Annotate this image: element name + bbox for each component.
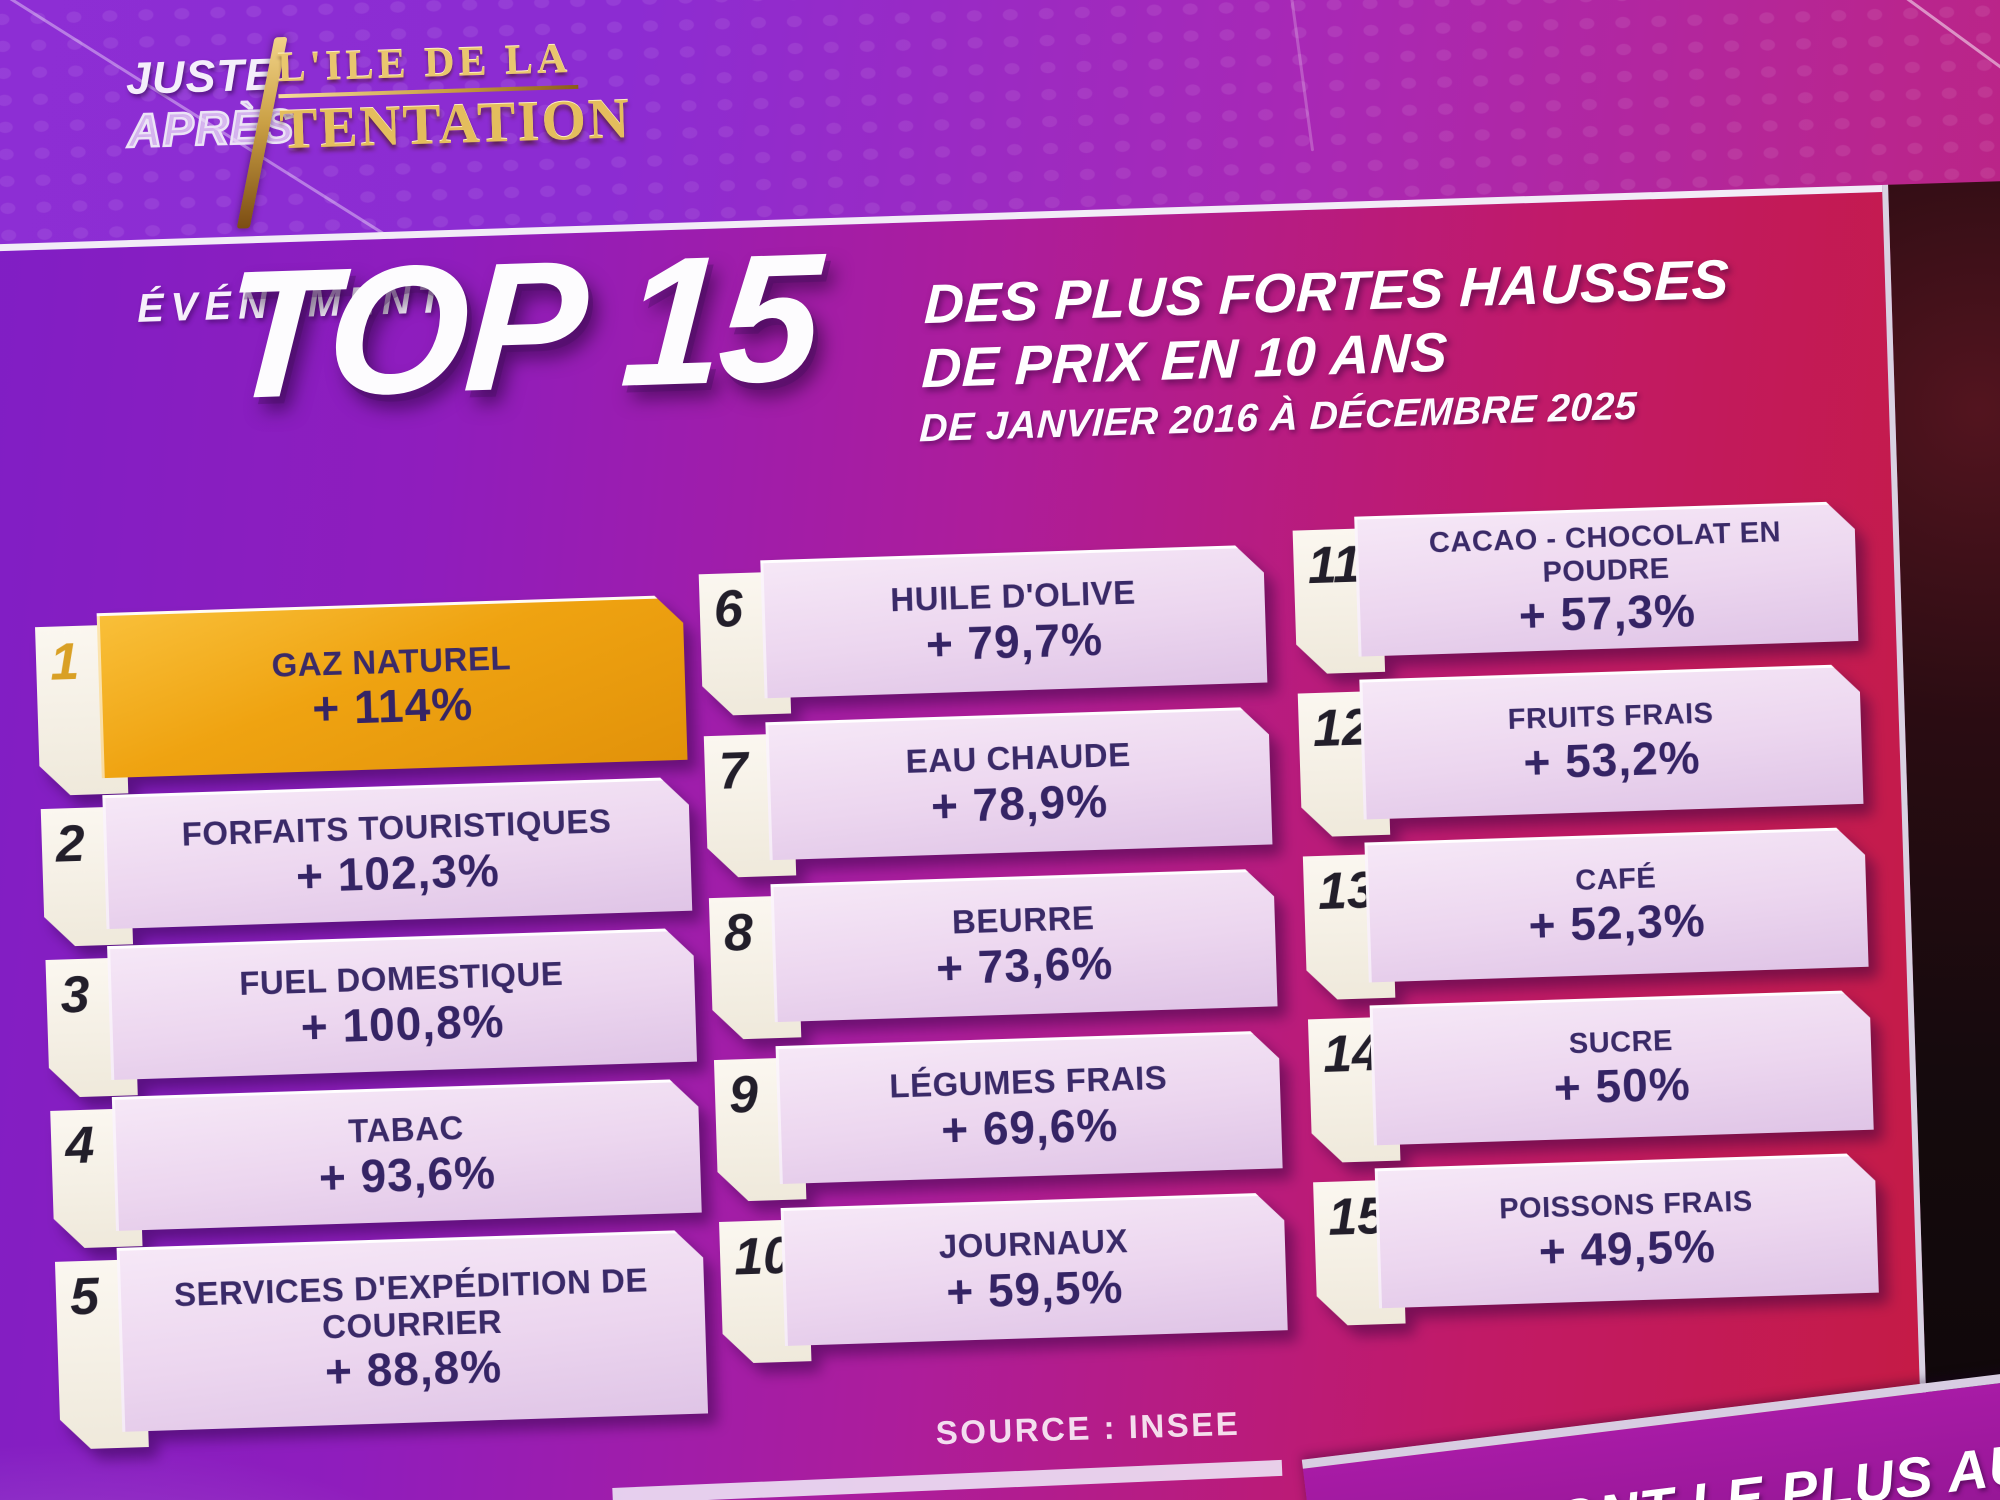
item-value: + 53,2% (1522, 730, 1702, 789)
item-label: POISSONS FRAIS (1498, 1185, 1754, 1226)
item-label: FUEL DOMESTIQUE (238, 954, 564, 1002)
rank-item: 9 LÉGUMES FRAIS + 69,6% (714, 1030, 1283, 1186)
rank-item: 10 JOURNAUX + 59,5% (719, 1192, 1288, 1348)
item-label: CAFÉ (1574, 862, 1657, 898)
rank-card: LÉGUMES FRAIS + 69,6% (776, 1030, 1283, 1184)
rank-item: 13 CAFÉ + 52,3% (1302, 827, 1868, 985)
rank-card: FRUITS FRAIS + 53,2% (1359, 664, 1863, 820)
rank-card: TABAC + 93,6% (112, 1079, 702, 1231)
item-value: + 93,6% (318, 1145, 497, 1204)
page-title: TOP 15 (218, 214, 823, 438)
item-value: + 78,9% (930, 774, 1109, 833)
rank-card: EAU CHAUDE + 78,9% (765, 706, 1272, 860)
rank-item: 8 BEURRE + 73,6% (708, 868, 1277, 1024)
ranking-column-1: 1 GAZ NATUREL + 114% 2 FORFAITS TOURISTI… (35, 595, 708, 1434)
item-label: TABAC (347, 1108, 465, 1150)
item-value: + 69,6% (940, 1098, 1120, 1156)
item-value: + 57,3% (1518, 583, 1697, 642)
item-value: + 114% (311, 677, 474, 735)
item-value: + 52,3% (1527, 893, 1707, 952)
rank-card: SERVICES D'EXPÉDITION DE COURRIER + 88,8… (117, 1230, 708, 1432)
rank-card: HUILE D'OLIVE + 79,7% (760, 545, 1267, 699)
item-label: SERVICES D'EXPÉDITION DE COURRIER (173, 1260, 649, 1346)
item-label: LÉGUMES FRAIS (888, 1058, 1168, 1105)
item-value: + 73,6% (935, 936, 1114, 995)
item-label: CACAO - CHOCOLAT EN POUDRE (1428, 516, 1782, 589)
rank-card: FUEL DOMESTIQUE + 100,8% (107, 928, 697, 1080)
item-value: + 102,3% (295, 843, 501, 903)
rank-card: BEURRE + 73,6% (770, 868, 1277, 1022)
panel-bottom-strip (612, 1459, 1283, 1500)
rank-card: CACAO - CHOCOLAT EN POUDRE + 57,3% (1354, 501, 1858, 657)
rank-card: CAFÉ + 52,3% (1364, 827, 1868, 983)
rank-card: SUCRE + 50% (1370, 990, 1874, 1146)
rank-item: 11 CACAO - CHOCOLAT EN POUDRE + 57,3% (1292, 501, 1858, 659)
item-value: + 100,8% (300, 994, 506, 1053)
ranking-column-3: 11 CACAO - CHOCOLAT EN POUDRE + 57,3% 12… (1292, 501, 1879, 1310)
rank-item: 12 FRUITS FRAIS + 53,2% (1297, 664, 1863, 822)
item-value: + 50% (1553, 1057, 1692, 1114)
infographic-panel: ÉVÉNEMENT TOP 15 DES PLUS FORTES HAUSSES… (0, 184, 1927, 1500)
item-label: BEURRE (951, 899, 1095, 941)
rank-item: 14 SUCRE + 50% (1308, 990, 1874, 1148)
rank-item: 6 HUILE D'OLIVE + 79,7% (698, 545, 1267, 701)
subtitle-block: DES PLUS FORTES HAUSSES DE PRIX EN 10 AN… (919, 247, 1731, 451)
item-value: + 79,7% (925, 612, 1104, 671)
rank-item: 2 FORFAITS TOURISTIQUES + 102,3% (40, 777, 692, 931)
show-logo-juste: JUSTE (125, 48, 277, 105)
rank-card: POISSONS FRAIS + 49,5% (1375, 1153, 1879, 1309)
item-value: + 88,8% (324, 1340, 503, 1398)
rank-item: 3 FUEL DOMESTIQUE + 100,8% (45, 928, 697, 1082)
rank-card: FORFAITS TOURISTIQUES + 102,3% (102, 777, 692, 929)
rank-item: 7 EAU CHAUDE + 78,9% (703, 706, 1272, 862)
show-logo-ile: L'ILE DE LA (276, 36, 572, 92)
show-logo-right: L'ILE DE LA TENTATION (276, 34, 700, 161)
rank-item: 15 POISSONS FRAIS + 49,5% (1313, 1153, 1879, 1311)
rank-card: JOURNAUX + 59,5% (781, 1192, 1288, 1346)
rank-item: 4 TABAC + 93,6% (50, 1079, 702, 1233)
item-value: + 59,5% (945, 1260, 1125, 1318)
item-label: SUCRE (1568, 1025, 1674, 1061)
item-label: HUILE D'OLIVE (889, 573, 1137, 619)
rank-item: 1 GAZ NATUREL + 114% (35, 595, 688, 780)
item-value: + 49,5% (1537, 1219, 1717, 1277)
rank-card: GAZ NATUREL + 114% (97, 595, 688, 778)
ranking-column-2: 6 HUILE D'OLIVE + 79,7% 7 EAU CHAUDE + 7… (698, 545, 1287, 1348)
item-label: GAZ NATUREL (270, 638, 512, 684)
rank-item: 5 SERVICES D'EXPÉDITION DE COURRIER + 88… (55, 1230, 708, 1434)
source-label: SOURCE : INSEE (935, 1404, 1241, 1452)
